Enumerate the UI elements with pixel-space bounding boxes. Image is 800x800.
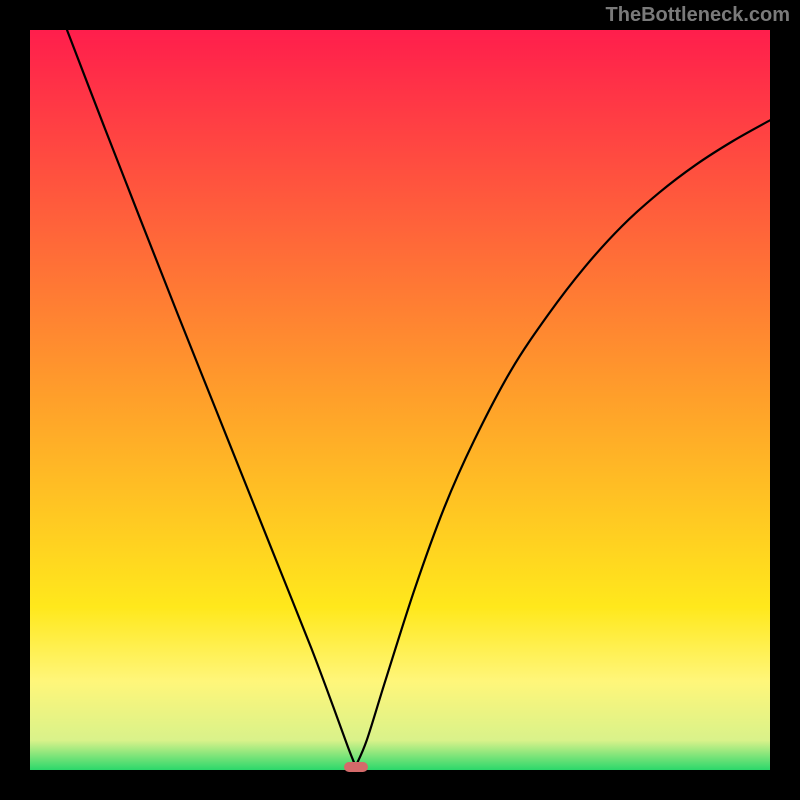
bottleneck-curve [30,30,770,770]
plot-area [30,30,770,770]
watermark-text: TheBottleneck.com [606,4,790,27]
valley-marker [344,762,368,772]
